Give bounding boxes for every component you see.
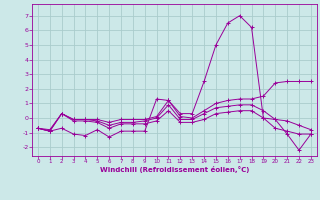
X-axis label: Windchill (Refroidissement éolien,°C): Windchill (Refroidissement éolien,°C): [100, 166, 249, 173]
